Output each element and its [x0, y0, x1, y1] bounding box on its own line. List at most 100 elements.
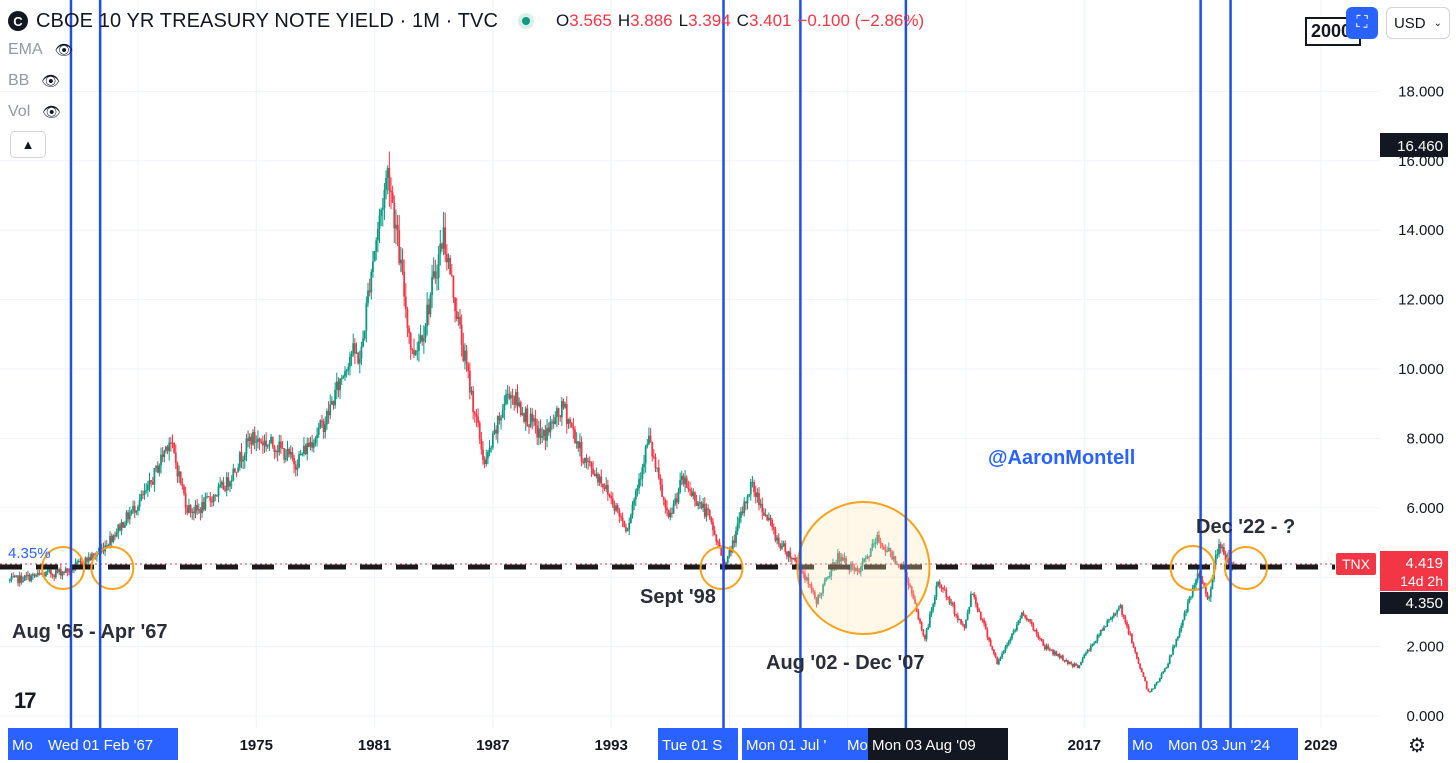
- candle-body: [933, 597, 936, 605]
- annotations: Aug '65 - Apr '67 Sept '98 Aug '02 - Dec '…: [12, 447, 1295, 674]
- candle-body: [478, 422, 481, 440]
- candle-body: [570, 423, 573, 428]
- candle-body: [268, 443, 271, 445]
- candle-body: [731, 540, 734, 553]
- candle-body: [1167, 663, 1169, 668]
- candle-body: [822, 584, 824, 594]
- candle-body: [1124, 616, 1127, 623]
- candle-body: [547, 427, 550, 433]
- candle-body: [1032, 624, 1035, 631]
- candle-body: [766, 514, 769, 521]
- eye-crossed-icon[interactable]: 👁︎: [54, 42, 74, 59]
- candle-body: [861, 561, 864, 567]
- candle-body: [424, 326, 427, 338]
- candle-body: [1129, 633, 1132, 635]
- candle-body: [983, 619, 985, 624]
- collapse-indicators-button[interactable]: ▲: [10, 131, 46, 158]
- candle-body: [431, 277, 433, 296]
- candle-body: [830, 568, 833, 576]
- candle-body: [1081, 658, 1084, 663]
- indicator-ema[interactable]: EMA 👁︎: [8, 41, 74, 59]
- candle-body: [460, 324, 463, 345]
- candle-body: [736, 522, 739, 532]
- currency-select[interactable]: USD ⌄: [1386, 7, 1450, 39]
- eye-crossed-icon[interactable]: 👁︎: [42, 104, 62, 121]
- indicator-vol[interactable]: Vol 👁︎: [8, 103, 61, 121]
- candle-body: [160, 454, 162, 466]
- candle-body: [45, 572, 47, 577]
- candle-body: [327, 411, 330, 416]
- eye-crossed-icon[interactable]: 👁︎: [41, 73, 61, 90]
- candle-body: [115, 532, 118, 537]
- candle-body: [695, 500, 698, 506]
- price-tick-label: 16.000: [1398, 153, 1444, 170]
- candle-body: [441, 243, 443, 249]
- candle-body: [1135, 652, 1138, 659]
- candle-body: [1114, 613, 1117, 615]
- candle-body: [280, 441, 282, 448]
- candle-body: [756, 492, 759, 497]
- candle-body: [240, 452, 243, 462]
- candle-body: [12, 576, 15, 578]
- indicator-bb[interactable]: BB 👁︎: [8, 72, 60, 90]
- candle-body: [961, 623, 964, 625]
- candle-body: [1172, 646, 1174, 655]
- candle-body: [851, 563, 854, 567]
- annotation-label: Dec '22 - ?: [1196, 516, 1295, 538]
- annotation-label: Aug '02 - Dec '07: [766, 652, 924, 674]
- candle-body: [917, 611, 920, 620]
- tradingview-logo[interactable]: 17: [14, 688, 37, 713]
- gear-icon[interactable]: ⚙: [1408, 735, 1426, 757]
- candle-body: [871, 543, 874, 549]
- candle-body: [8, 579, 11, 581]
- candle-body: [192, 511, 195, 514]
- candle-body: [174, 452, 177, 464]
- candle-body: [150, 480, 153, 482]
- fullscreen-button[interactable]: ⛶: [1346, 7, 1378, 39]
- candle-body: [211, 500, 213, 503]
- line-price-box: [1380, 592, 1448, 614]
- vertical-lines[interactable]: [69, 0, 1232, 728]
- candle-body: [114, 535, 116, 537]
- currency-label: USD: [1393, 14, 1426, 32]
- candle-body: [381, 208, 384, 211]
- time-axis[interactable]: 1975 1981 1987 1993 2017 2029: [240, 737, 1338, 754]
- candle-body: [130, 510, 133, 514]
- candle-body: [488, 448, 491, 453]
- candle-body: [935, 585, 938, 598]
- candle-body: [137, 506, 139, 511]
- support-line-4-35[interactable]: [0, 563, 1335, 570]
- candle-body: [61, 571, 64, 576]
- symbol-title[interactable]: CBOE 10 YR TREASURY NOTE YIELD · 1M · TV…: [36, 9, 499, 32]
- candle-body: [682, 475, 685, 485]
- candle-body: [740, 511, 742, 518]
- symbol-legend[interactable]: C CBOE 10 YR TREASURY NOTE YIELD · 1M · …: [8, 8, 924, 34]
- price-axis[interactable]: 18.000 16.000 14.000 12.000 10.000 8.000 6.000…: [1398, 83, 1444, 725]
- candle-body: [206, 496, 208, 498]
- candle-body: [294, 464, 297, 470]
- candle-body: [487, 452, 489, 459]
- candle-body: [322, 421, 325, 432]
- candle-body: [298, 454, 300, 468]
- candle-body: [1201, 580, 1204, 584]
- candle-body: [823, 580, 826, 585]
- candle-body: [521, 413, 524, 416]
- candle-body: [353, 343, 356, 354]
- candle-body: [219, 484, 222, 487]
- candle-body: [263, 440, 266, 446]
- candle-body: [713, 530, 716, 535]
- candle-body: [1052, 649, 1054, 655]
- candle-body: [110, 535, 113, 542]
- candle-body: [414, 350, 417, 355]
- candle-body: [1016, 624, 1018, 631]
- candle-body: [418, 341, 420, 351]
- candle-body: [1085, 652, 1087, 655]
- candle-body: [654, 457, 657, 468]
- candle-body: [603, 487, 606, 489]
- candle-body: [718, 542, 721, 549]
- change-value: −0.100 (−2.86%): [797, 11, 925, 30]
- candle-body: [825, 577, 828, 581]
- candle-body: [413, 349, 415, 355]
- candle-body: [562, 401, 565, 408]
